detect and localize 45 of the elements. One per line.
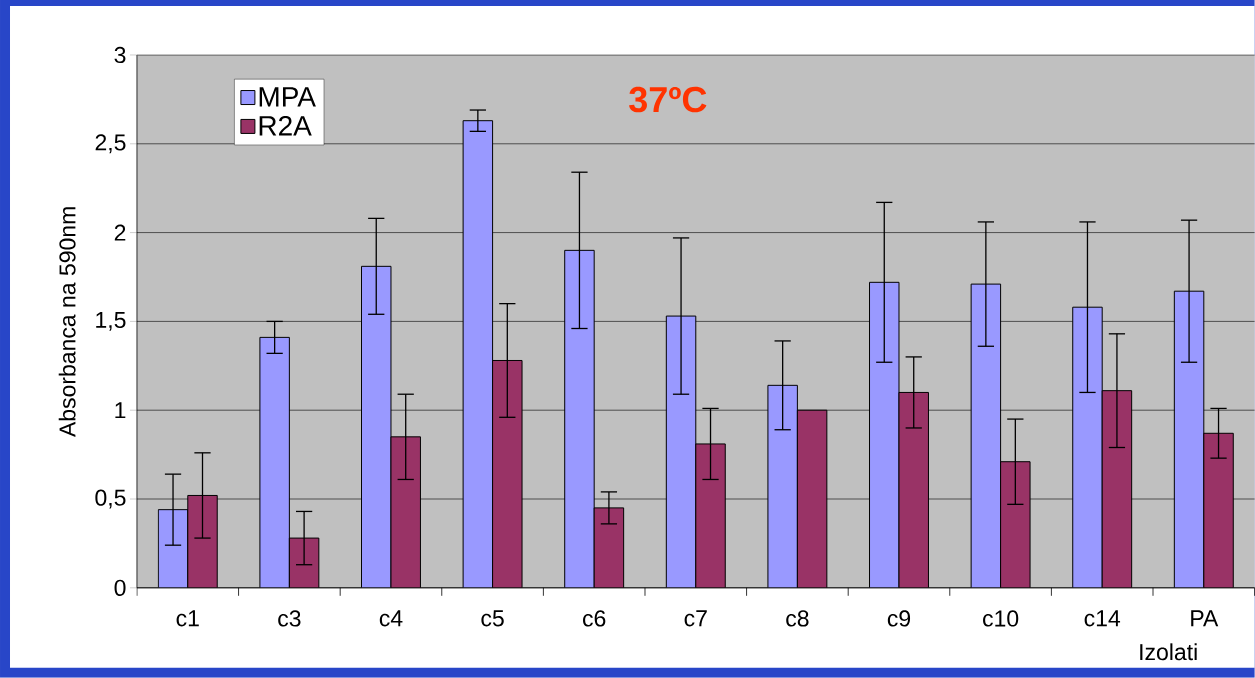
y-tick-label: 2	[114, 224, 126, 241]
x-tick-label: c5	[481, 610, 504, 627]
bar	[361, 266, 391, 588]
x-tick-label: c4	[379, 610, 403, 627]
bar	[1102, 390, 1132, 588]
bar	[463, 120, 493, 588]
y-tick-label: 1,5	[96, 312, 126, 331]
bar	[666, 316, 696, 588]
x-tick-label: c9	[887, 610, 911, 627]
bar	[1072, 307, 1103, 588]
bar	[1000, 461, 1031, 588]
bar	[797, 410, 827, 588]
x-tick-label: c6	[583, 610, 606, 627]
text: 37ºC	[629, 86, 707, 113]
legend-label: MPA	[259, 87, 316, 107]
y-axis-title: Absorbanca na 590nm	[58, 207, 76, 438]
bar	[289, 538, 319, 588]
x-tick-label: c14	[1084, 610, 1121, 627]
x-tick-label: c7	[684, 610, 707, 627]
legend-label: R2A	[259, 116, 312, 136]
bar	[158, 509, 188, 588]
y-tick-label: 3	[114, 46, 126, 64]
bar	[594, 507, 624, 588]
bar	[187, 495, 218, 588]
bar	[695, 444, 726, 588]
bar	[564, 250, 595, 588]
bar	[971, 284, 1001, 588]
x-tick-label: c10	[983, 610, 1019, 627]
x-tick-label: PA	[1191, 610, 1219, 627]
x-tick-label: c8	[786, 610, 809, 627]
bar	[1203, 432, 1234, 588]
bar	[390, 436, 421, 588]
bar	[259, 337, 290, 588]
y-tick-label: 1	[115, 402, 126, 419]
x-tick-label: c3	[278, 610, 301, 627]
bar	[1173, 290, 1205, 588]
bar	[767, 385, 798, 588]
bar	[492, 360, 523, 588]
y-tick-label: 2,5	[95, 134, 126, 154]
bar	[869, 282, 899, 588]
y-tick-label: 0,5	[95, 489, 126, 509]
x-tick-label: c1	[176, 610, 199, 627]
bar	[898, 392, 929, 588]
y-tick-label: 0	[114, 579, 126, 597]
x-axis-title: Izolati	[1140, 643, 1197, 661]
